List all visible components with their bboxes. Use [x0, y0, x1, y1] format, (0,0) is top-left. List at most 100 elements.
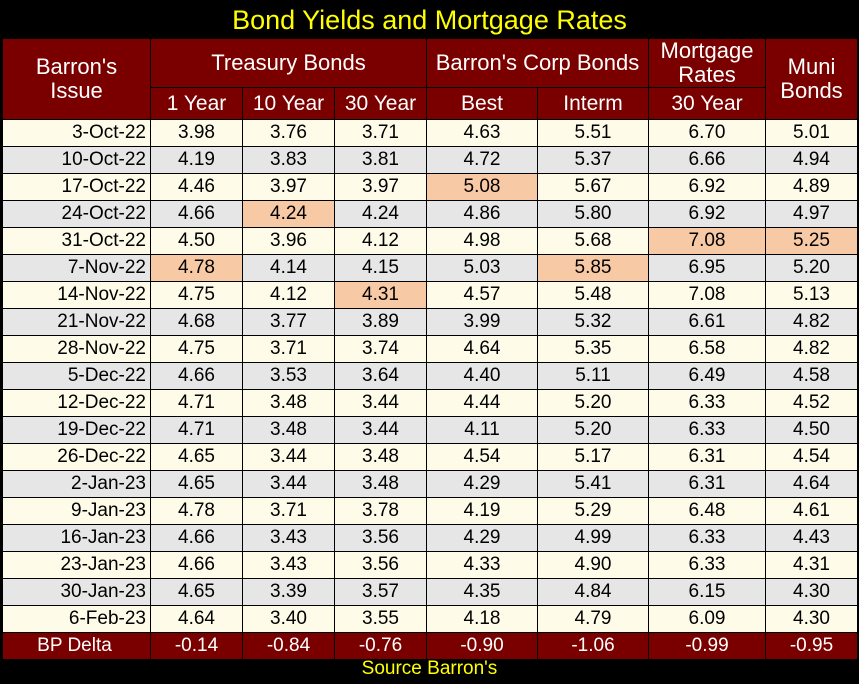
- issue-date-cell: 23-Jan-23: [2, 551, 151, 579]
- table-body: 3-Oct-22 3.98 3.76 3.71 4.63 5.51 6.70 5.01 10-O…: [2, 119, 858, 660]
- value-cell: 3.39: [242, 578, 335, 606]
- issue-date-cell: 21-Nov-22: [2, 308, 151, 336]
- value-cell: 4.29: [426, 524, 538, 552]
- value-cell: 5.25: [765, 227, 858, 255]
- value-cell: 4.99: [537, 524, 649, 552]
- value-cell: 4.12: [334, 227, 427, 255]
- value-cell: 5.85: [537, 254, 649, 282]
- value-cell: 4.94: [765, 146, 858, 174]
- value-cell: 4.50: [765, 416, 858, 444]
- value-cell: 4.24: [242, 200, 335, 228]
- value-cell: 4.40: [426, 362, 538, 390]
- value-cell: 4.90: [537, 551, 649, 579]
- value-cell: 4.79: [537, 605, 649, 633]
- value-cell: 4.54: [426, 443, 538, 471]
- value-cell: 3.77: [242, 308, 335, 336]
- value-cell: 3.44: [334, 389, 427, 417]
- value-cell: 4.84: [537, 578, 649, 606]
- value-cell: 4.14: [242, 254, 335, 282]
- value-cell: 6.33: [648, 551, 766, 579]
- value-cell: 4.64: [426, 335, 538, 363]
- value-cell: 4.65: [150, 470, 243, 498]
- value-cell: 4.24: [334, 200, 427, 228]
- value-cell: 3.57: [334, 578, 427, 606]
- issue-date-cell: 28-Nov-22: [2, 335, 151, 363]
- table-title: Bond Yields and Mortgage Rates: [232, 5, 627, 35]
- value-cell: 3.99: [426, 308, 538, 336]
- value-cell: 5.20: [537, 416, 649, 444]
- header-barrons-issue: Barron's Issue: [2, 38, 151, 120]
- issue-date-cell: 16-Jan-23: [2, 524, 151, 552]
- issue-date-cell: 6-Feb-23: [2, 605, 151, 633]
- value-cell: 3.71: [242, 497, 335, 525]
- bp-delta-row: BP Delta -0.14 -0.84 -0.76 -0.90 -1.06 -0.99 -0…: [2, 632, 858, 660]
- value-cell: 3.97: [242, 173, 335, 201]
- value-cell: 4.54: [765, 443, 858, 471]
- value-cell: 4.12: [242, 281, 335, 309]
- value-cell: 4.98: [426, 227, 538, 255]
- table-row: 19-Dec-22 4.71 3.48 3.44 4.11 5.20 6.33 4.50: [2, 416, 858, 444]
- value-cell: 3.48: [334, 470, 427, 498]
- value-cell: 3.44: [242, 470, 335, 498]
- header-muni-bonds: Muni Bonds: [765, 38, 858, 120]
- value-cell: 3.64: [334, 362, 427, 390]
- value-cell: 4.18: [426, 605, 538, 633]
- issue-date-cell: 5-Dec-22: [2, 362, 151, 390]
- bp-delta-value: -0.90: [426, 632, 538, 660]
- table-row: 28-Nov-22 4.75 3.71 3.74 4.64 5.35 6.58 4.82: [2, 335, 858, 363]
- value-cell: 5.03: [426, 254, 538, 282]
- value-cell: 3.74: [334, 335, 427, 363]
- value-cell: 4.63: [426, 119, 538, 147]
- value-cell: 4.29: [426, 470, 538, 498]
- value-cell: 5.48: [537, 281, 649, 309]
- value-cell: 4.71: [150, 389, 243, 417]
- value-cell: 5.80: [537, 200, 649, 228]
- table-row: 23-Jan-23 4.66 3.43 3.56 4.33 4.90 6.33 4.31: [2, 551, 858, 579]
- value-cell: 4.15: [334, 254, 427, 282]
- value-cell: 4.19: [426, 497, 538, 525]
- value-cell: 6.33: [648, 524, 766, 552]
- subheader-corp-best: Best: [426, 87, 538, 120]
- value-cell: 3.48: [334, 443, 427, 471]
- value-cell: 5.67: [537, 173, 649, 201]
- issue-date-cell: 7-Nov-22: [2, 254, 151, 282]
- value-cell: 3.98: [150, 119, 243, 147]
- value-cell: 6.70: [648, 119, 766, 147]
- value-cell: 3.40: [242, 605, 335, 633]
- value-cell: 6.09: [648, 605, 766, 633]
- table-row: 2-Jan-23 4.65 3.44 3.48 4.29 5.41 6.31 4.64: [2, 470, 858, 498]
- value-cell: 5.37: [537, 146, 649, 174]
- table-row: 16-Jan-23 4.66 3.43 3.56 4.29 4.99 6.33 4.43: [2, 524, 858, 552]
- value-cell: 6.92: [648, 200, 766, 228]
- issue-date-cell: 10-Oct-22: [2, 146, 151, 174]
- value-cell: 6.31: [648, 443, 766, 471]
- subheader-treasury-1-year: 1 Year: [150, 87, 243, 120]
- value-cell: 6.61: [648, 308, 766, 336]
- value-cell: 4.43: [765, 524, 858, 552]
- bp-delta-value: -0.95: [765, 632, 858, 660]
- issue-date-cell: 24-Oct-22: [2, 200, 151, 228]
- value-cell: 3.96: [242, 227, 335, 255]
- table-row: 5-Dec-22 4.66 3.53 3.64 4.40 5.11 6.49 4.58: [2, 362, 858, 390]
- issue-date-cell: 19-Dec-22: [2, 416, 151, 444]
- value-cell: 6.92: [648, 173, 766, 201]
- table-row: 14-Nov-22 4.75 4.12 4.31 4.57 5.48 7.08 5.13: [2, 281, 858, 309]
- value-cell: 6.49: [648, 362, 766, 390]
- bp-delta-value: -0.99: [648, 632, 766, 660]
- table-row: 12-Dec-22 4.71 3.48 3.44 4.44 5.20 6.33 4.52: [2, 389, 858, 417]
- value-cell: 3.48: [242, 416, 335, 444]
- table-row: 10-Oct-22 4.19 3.83 3.81 4.72 5.37 6.66 4.94: [2, 146, 858, 174]
- issue-date-cell: 3-Oct-22: [2, 119, 151, 147]
- value-cell: 5.08: [426, 173, 538, 201]
- value-cell: 4.75: [150, 335, 243, 363]
- value-cell: 4.71: [150, 416, 243, 444]
- value-cell: 4.57: [426, 281, 538, 309]
- table-row: 17-Oct-22 4.46 3.97 3.97 5.08 5.67 6.92 4.89: [2, 173, 858, 201]
- subheader-treasury-30-year: 30 Year: [334, 87, 427, 120]
- table-row: 7-Nov-22 4.78 4.14 4.15 5.03 5.85 6.95 5.20: [2, 254, 858, 282]
- value-cell: 4.64: [765, 470, 858, 498]
- value-cell: 5.32: [537, 308, 649, 336]
- table-row: 26-Dec-22 4.65 3.44 3.48 4.54 5.17 6.31 4.54: [2, 443, 858, 471]
- value-cell: 4.89: [765, 173, 858, 201]
- value-cell: 4.52: [765, 389, 858, 417]
